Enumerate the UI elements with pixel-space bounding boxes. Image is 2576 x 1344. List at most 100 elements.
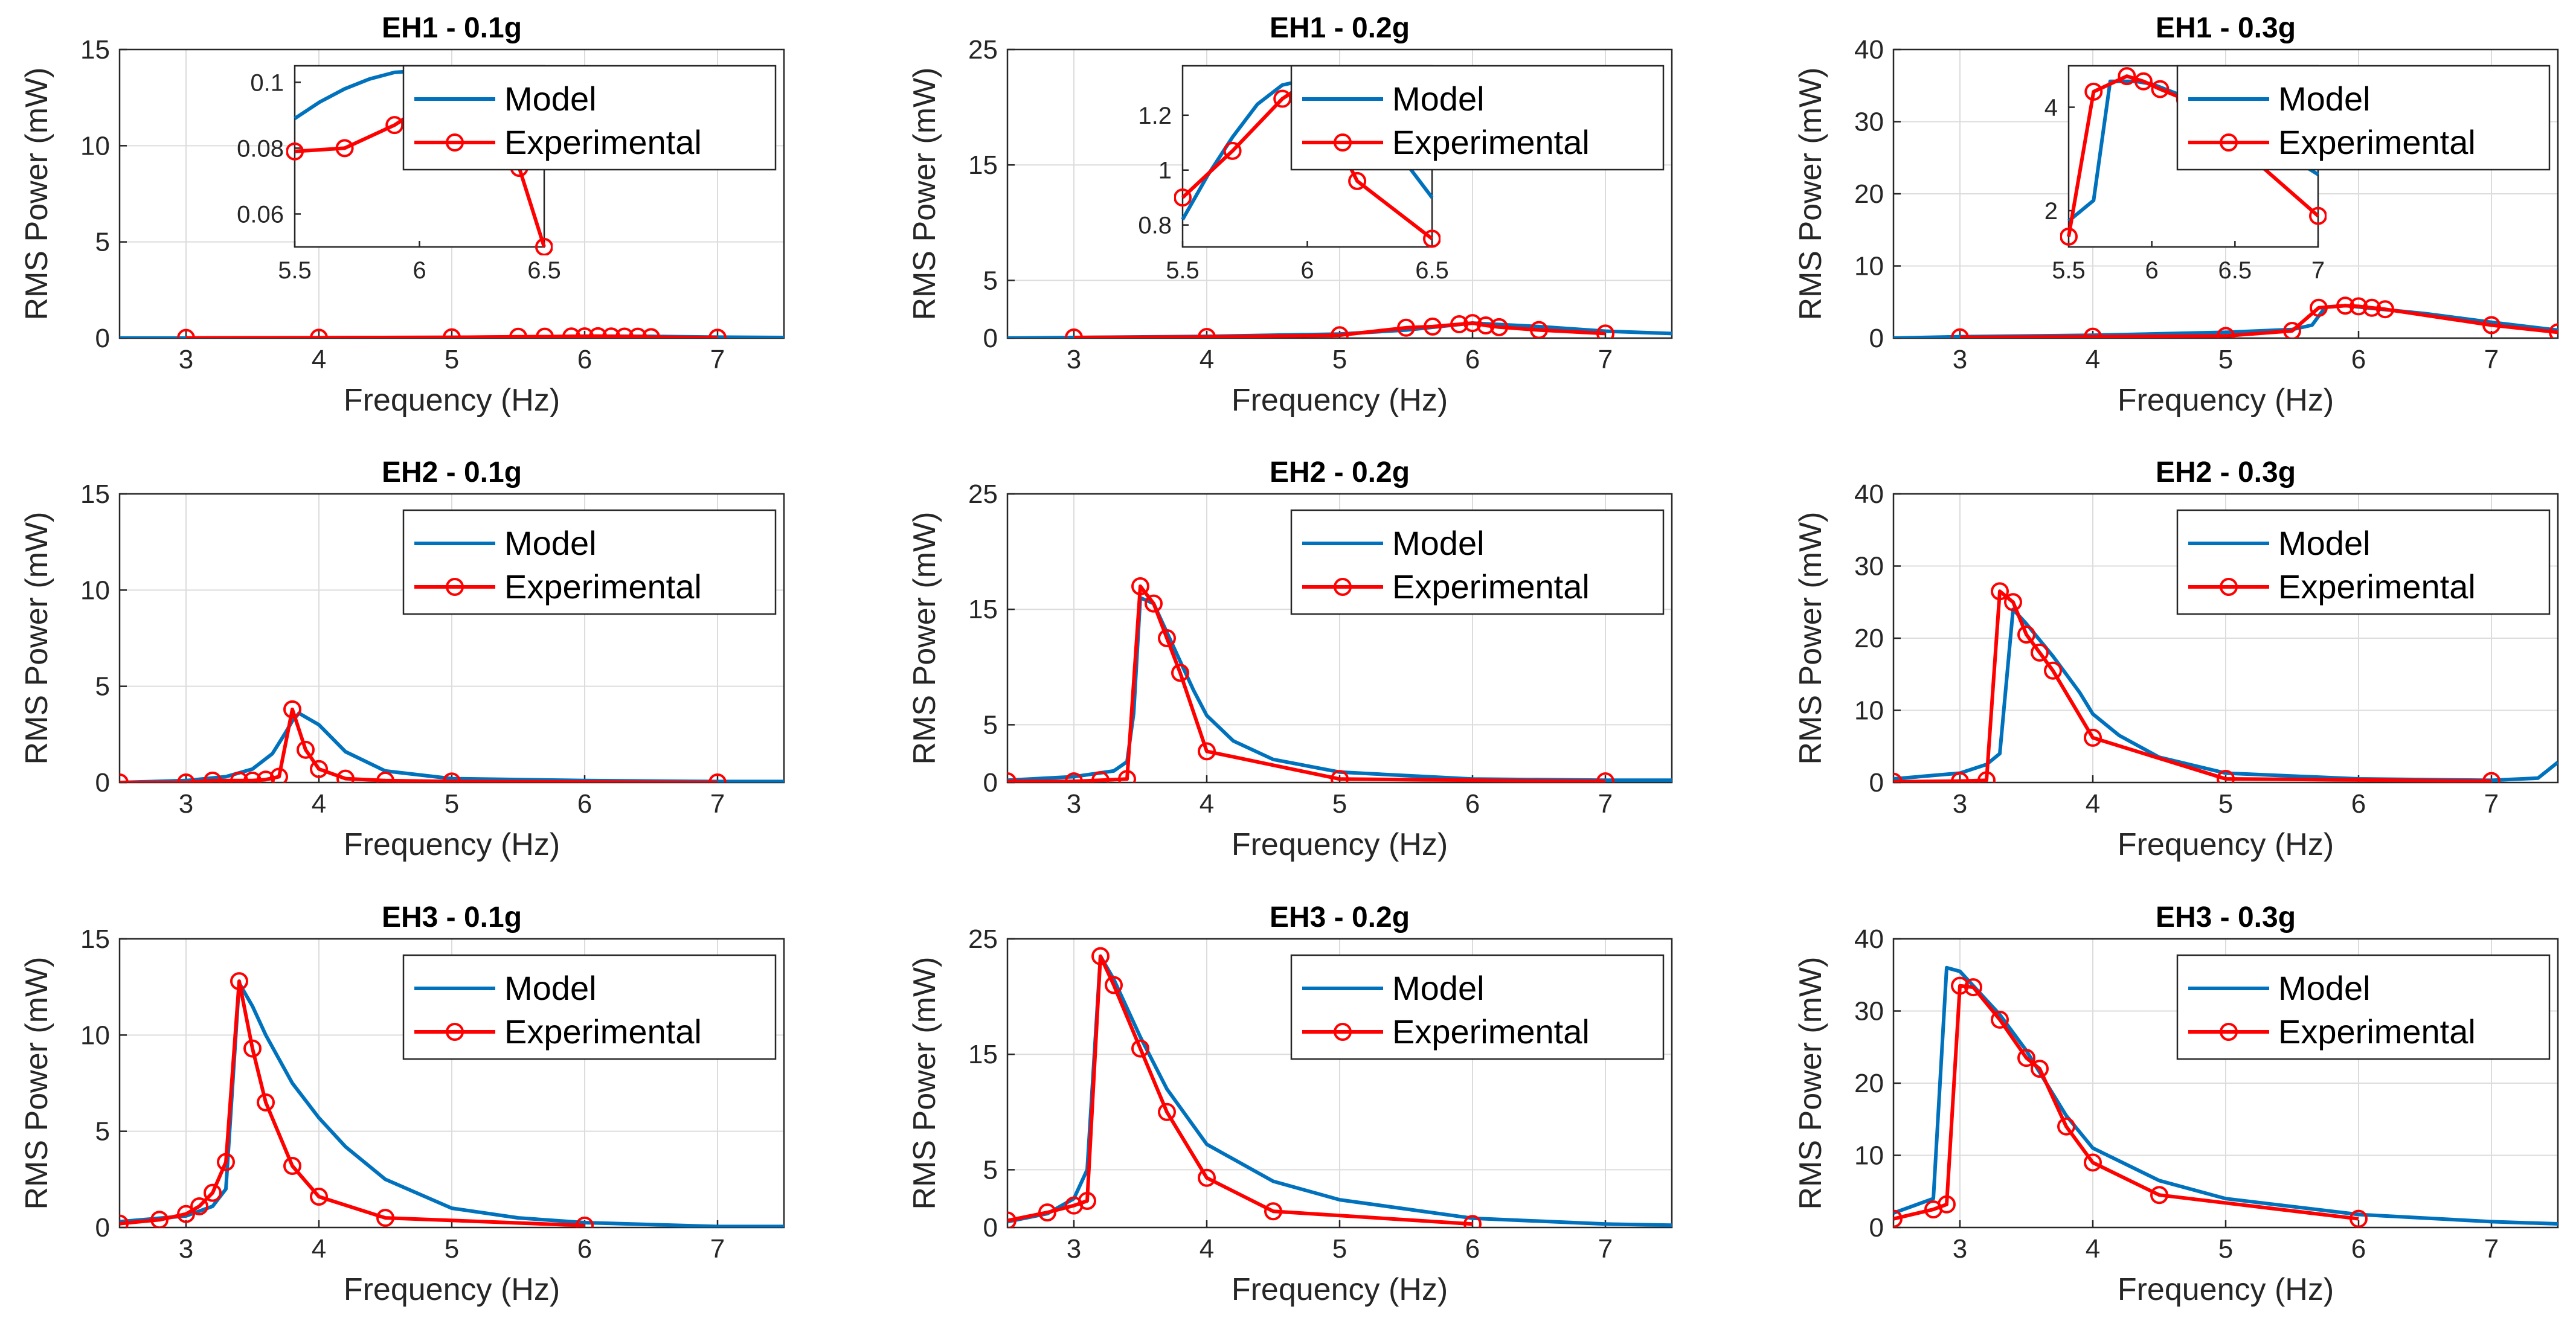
subplot-3: 3 4 5 6 7 0 10 20 30 40 EH1 - 0.3g Frequency (Hz) RM… <box>1793 12 2559 418</box>
y-tick-label: 0 <box>983 768 998 798</box>
experimental-point <box>257 770 275 782</box>
x-tick-label: 4 <box>1200 345 1214 374</box>
x-tick-label: 3 <box>179 789 193 819</box>
experimental-point <box>2376 300 2394 319</box>
experimental-point <box>1198 328 1216 338</box>
inset-x-tick-label: 7 <box>2311 257 2325 284</box>
experimental-point <box>2004 593 2022 612</box>
legend-box <box>2176 65 2551 171</box>
experimental-point <box>1951 328 1969 338</box>
inset-y-tick-label: 1.2 <box>1138 103 1172 129</box>
experimental-line <box>1893 589 2492 782</box>
inset-x-tick-label: 6.5 <box>1415 257 1449 284</box>
x-axis-label: Frequency (Hz) <box>344 827 560 862</box>
experimental-point-inset <box>286 142 304 161</box>
experimental-point <box>270 767 288 782</box>
experimental-point <box>602 327 620 338</box>
x-tick-label: 5 <box>2218 789 2233 819</box>
y-tick-label: 10 <box>80 575 110 605</box>
legend: Model Experimental <box>402 954 777 1060</box>
x-tick-label: 6 <box>2351 789 2366 819</box>
legend-experimental-marker <box>446 1023 464 1041</box>
experimental-point <box>509 327 527 338</box>
inset-y-tick-label: 0.06 <box>237 201 284 228</box>
y-tick-label: 0 <box>95 768 110 798</box>
experimental-point <box>1893 772 1903 782</box>
x-tick-label: 5 <box>1332 1234 1347 1264</box>
experimental-point <box>443 772 461 782</box>
plot-area <box>1007 577 1672 782</box>
inset-x-tick-label: 5.5 <box>278 257 312 284</box>
y-tick-label: 20 <box>1854 1069 1884 1098</box>
experimental-point <box>576 327 594 338</box>
inset-x-tick-label: 6 <box>413 257 426 284</box>
experimental-point <box>1131 1039 1149 1058</box>
experimental-point <box>443 328 461 338</box>
legend-model-label: Model <box>2278 524 2371 562</box>
inset-x-tick-label: 5.5 <box>2052 257 2086 284</box>
experimental-point <box>2017 1049 2035 1067</box>
experimental-point <box>2044 661 2062 680</box>
legend-box <box>1290 954 1665 1060</box>
experimental-point-inset <box>2084 82 2103 101</box>
inset-x-tick-label: 6.5 <box>2218 257 2252 284</box>
experimental-point <box>1091 947 1110 965</box>
experimental-point <box>642 328 660 338</box>
plot-area <box>1893 965 2558 1227</box>
experimental-point <box>2017 626 2035 644</box>
y-axis-label: RMS Power (mW) <box>19 957 54 1210</box>
experimental-point <box>562 327 580 338</box>
experimental-line <box>1959 304 2558 338</box>
experimental-point <box>1158 1102 1176 1121</box>
experimental-point <box>1596 772 1614 782</box>
experimental-point <box>2031 1060 2049 1078</box>
subplot-title: EH1 - 0.2g <box>1270 12 1410 44</box>
subplot-title: EH1 - 0.3g <box>2156 12 2296 44</box>
subplot-7: 3 4 5 6 7 0 5 10 15 EH3 - 0.1g Frequency (Hz) RMS P… <box>19 901 785 1307</box>
model-line <box>1007 596 1672 782</box>
legend-model-label: Model <box>2278 969 2371 1007</box>
legend-box <box>402 65 777 171</box>
experimental-point <box>1397 318 1415 337</box>
experimental-point <box>1007 1211 1017 1227</box>
x-tick-label: 6 <box>577 345 592 374</box>
experimental-point <box>2084 327 2102 338</box>
inset-y-tick-label: 0.8 <box>1138 213 1172 239</box>
experimental-point <box>204 1183 222 1202</box>
experimental-point <box>1964 978 1982 997</box>
y-tick-label: 5 <box>983 1155 998 1185</box>
x-tick-label: 6 <box>1465 789 1480 819</box>
experimental-point <box>243 771 262 782</box>
y-axis-label: RMS Power (mW) <box>907 512 942 765</box>
y-tick-label: 40 <box>1854 924 1884 954</box>
experimental-point <box>1991 1010 2009 1029</box>
experimental-point <box>615 327 634 338</box>
experimental-point <box>230 972 248 991</box>
y-tick-label: 15 <box>968 150 998 180</box>
x-tick-label: 7 <box>2484 1234 2499 1264</box>
legend: Model Experimental <box>1290 954 1665 1060</box>
legend-experimental-label: Experimental <box>1392 568 1590 606</box>
y-tick-label: 0 <box>983 324 998 353</box>
experimental-point <box>1938 1195 1956 1214</box>
y-tick-label: 0 <box>1869 768 1884 798</box>
subplot-4: 3 4 5 6 7 0 5 10 15 EH2 - 0.1g Frequency (Hz) RMS P… <box>19 456 785 862</box>
inset-x-tick-label: 6.5 <box>527 257 561 284</box>
x-tick-label: 7 <box>710 1234 725 1264</box>
inset-y-tick-label: 4 <box>2044 95 2058 121</box>
experimental-point <box>1198 742 1216 761</box>
x-tick-label: 6 <box>1465 345 1480 374</box>
legend-box <box>402 509 777 615</box>
experimental-point <box>2217 327 2235 338</box>
experimental-point-inset <box>2309 206 2327 225</box>
experimental-point <box>576 1216 594 1227</box>
subplot-9: 3 4 5 6 7 0 10 20 30 40 EH3 - 0.3g Frequency (Hz) RM… <box>1793 901 2559 1307</box>
y-axis-label: RMS Power (mW) <box>1793 512 1828 765</box>
legend-box <box>1290 509 1665 615</box>
x-tick-label: 3 <box>1953 789 1967 819</box>
experimental-point <box>1463 1215 1482 1227</box>
experimental-point <box>2336 296 2354 315</box>
experimental-point <box>1951 976 1969 995</box>
experimental-point <box>2283 322 2301 338</box>
inset-y-tick-label: 1 <box>1158 158 1172 184</box>
